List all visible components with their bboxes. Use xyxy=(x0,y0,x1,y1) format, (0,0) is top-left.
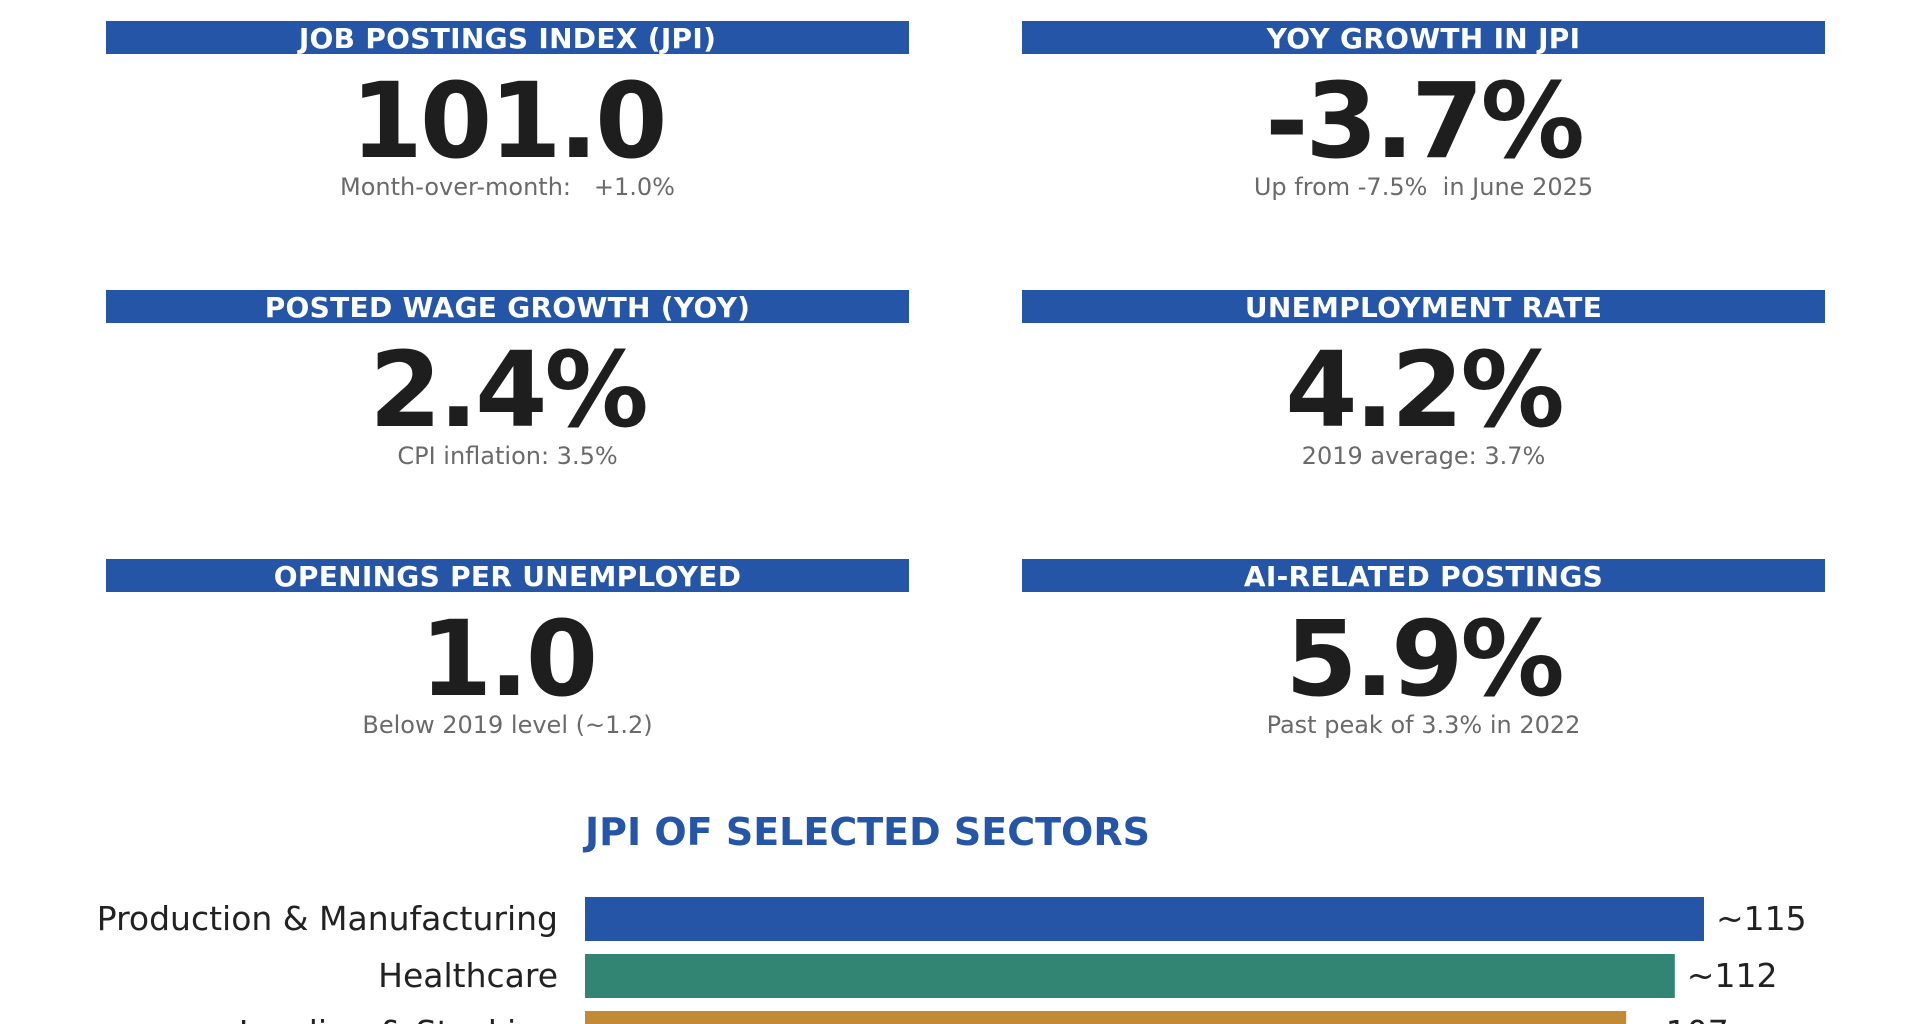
stat-card-ai-related-postings: AI-RELATED POSTINGS 5.9% Past peak of 3.… xyxy=(1022,559,1825,739)
stat-card-title: OPENINGS PER UNEMPLOYED xyxy=(106,559,909,592)
stat-card-unemployment-rate: UNEMPLOYMENT RATE 4.2% 2019 average: 3.7… xyxy=(1022,290,1825,470)
stat-card-title: AI-RELATED POSTINGS xyxy=(1022,559,1825,592)
stat-card-title: UNEMPLOYMENT RATE xyxy=(1022,290,1825,323)
value-label: ~115 xyxy=(1716,899,1807,938)
stat-card-title: POSTED WAGE GROWTH (YOY) xyxy=(106,290,909,323)
sector-bar-chart: Production & Manufacturing ~115 Healthcare… xyxy=(97,897,1807,1024)
category-label: Healthcare xyxy=(378,956,558,995)
category-label: Production & Manufacturing xyxy=(97,899,558,938)
stat-card-value: 1.0 xyxy=(419,598,598,720)
stat-card-subtitle: Past peak of 3.3% in 2022 xyxy=(1266,711,1581,739)
stat-card-value: -3.7% xyxy=(1265,60,1585,182)
bar xyxy=(585,897,1704,941)
category-label: Loading & Stocking xyxy=(239,1013,558,1024)
stat-card-yoy-growth: YOY GROWTH IN JPI -3.7% Up from -7.5% in… xyxy=(1022,21,1825,201)
bar xyxy=(585,954,1675,998)
stat-card-job-postings-index: JOB POSTINGS INDEX (JPI) 101.0 Month-ove… xyxy=(106,21,909,201)
stat-card-subtitle: Month-over-month: +1.0% xyxy=(340,173,675,201)
bar xyxy=(585,1011,1627,1024)
stat-card-subtitle: Below 2019 level (~1.2) xyxy=(362,711,653,739)
stat-card-value: 101.0 xyxy=(350,60,668,182)
value-label: ~112 xyxy=(1687,956,1778,995)
stat-card-posted-wage-growth: POSTED WAGE GROWTH (YOY) 2.4% CPI inflat… xyxy=(106,290,909,470)
stat-card-openings-per-unemployed: OPENINGS PER UNEMPLOYED 1.0 Below 2019 l… xyxy=(106,559,909,739)
stat-card-title: JOB POSTINGS INDEX (JPI) xyxy=(106,21,909,54)
stat-card-title: YOY GROWTH IN JPI xyxy=(1022,21,1825,54)
value-label: ~107 xyxy=(1638,1013,1729,1024)
chart-title: JPI OF SELECTED SECTORS xyxy=(585,810,1150,854)
stat-card-subtitle: Up from -7.5% in June 2025 xyxy=(1253,173,1594,201)
stat-card-value: 4.2% xyxy=(1285,329,1564,451)
stat-card-subtitle: CPI inflation: 3.5% xyxy=(397,442,618,470)
stat-card-value: 2.4% xyxy=(369,329,648,451)
stat-card-value: 5.9% xyxy=(1285,598,1564,720)
stat-card-subtitle: 2019 average: 3.7% xyxy=(1301,442,1546,470)
